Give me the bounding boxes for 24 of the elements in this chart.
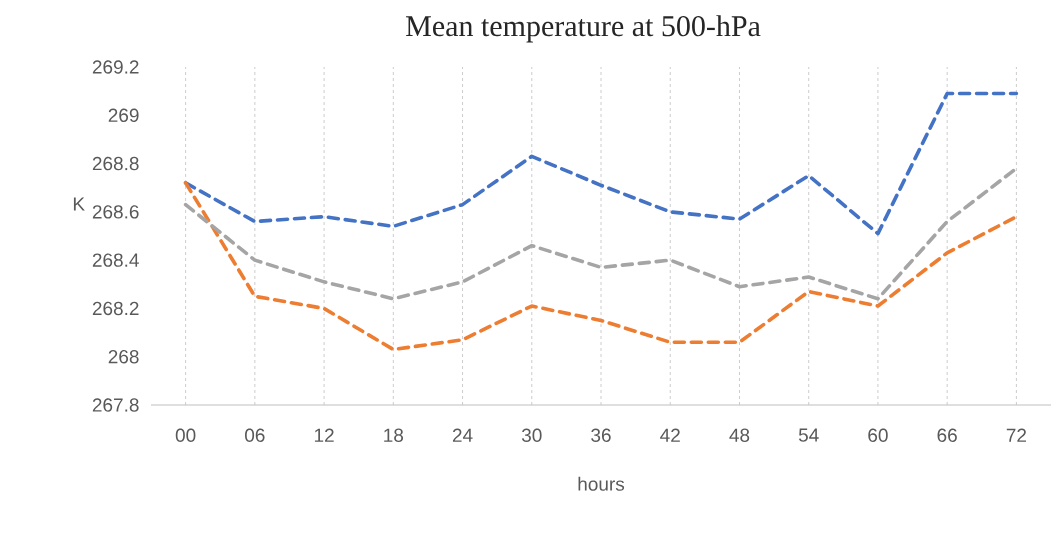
x-tick-label: 12 <box>314 428 334 442</box>
y-tick-label: 268.6 <box>92 205 139 219</box>
y-tick-label: 268 <box>108 349 139 364</box>
y-tick-label: 268.4 <box>92 253 139 267</box>
x-tick-label: 72 <box>1006 428 1027 442</box>
x-tick-label: 66 <box>937 428 957 442</box>
y-tick-label: 268.2 <box>92 301 139 316</box>
x-tick-label: 60 <box>868 428 888 442</box>
x-tick-label: 48 <box>729 428 750 442</box>
x-tick-label: 54 <box>798 428 819 442</box>
y-axis-title: K <box>73 197 85 211</box>
x-axis-title: hours <box>578 476 625 491</box>
x-tick-label: 42 <box>660 428 680 442</box>
x-tick-label: 24 <box>452 428 473 442</box>
y-tick-label: 269.2 <box>92 60 139 74</box>
chart-title: Mean temperature at 500-hPa <box>406 15 761 43</box>
x-tick-label: 30 <box>521 428 542 442</box>
x-tick-label: 00 <box>175 428 196 442</box>
y-tick-label: 269 <box>108 108 139 123</box>
x-tick-label: 36 <box>591 428 611 442</box>
y-tick-label: 267.8 <box>92 398 139 412</box>
x-tick-label: 06 <box>245 428 265 442</box>
x-tick-label: 18 <box>384 428 404 442</box>
y-tick-label: 268.8 <box>92 156 139 171</box>
